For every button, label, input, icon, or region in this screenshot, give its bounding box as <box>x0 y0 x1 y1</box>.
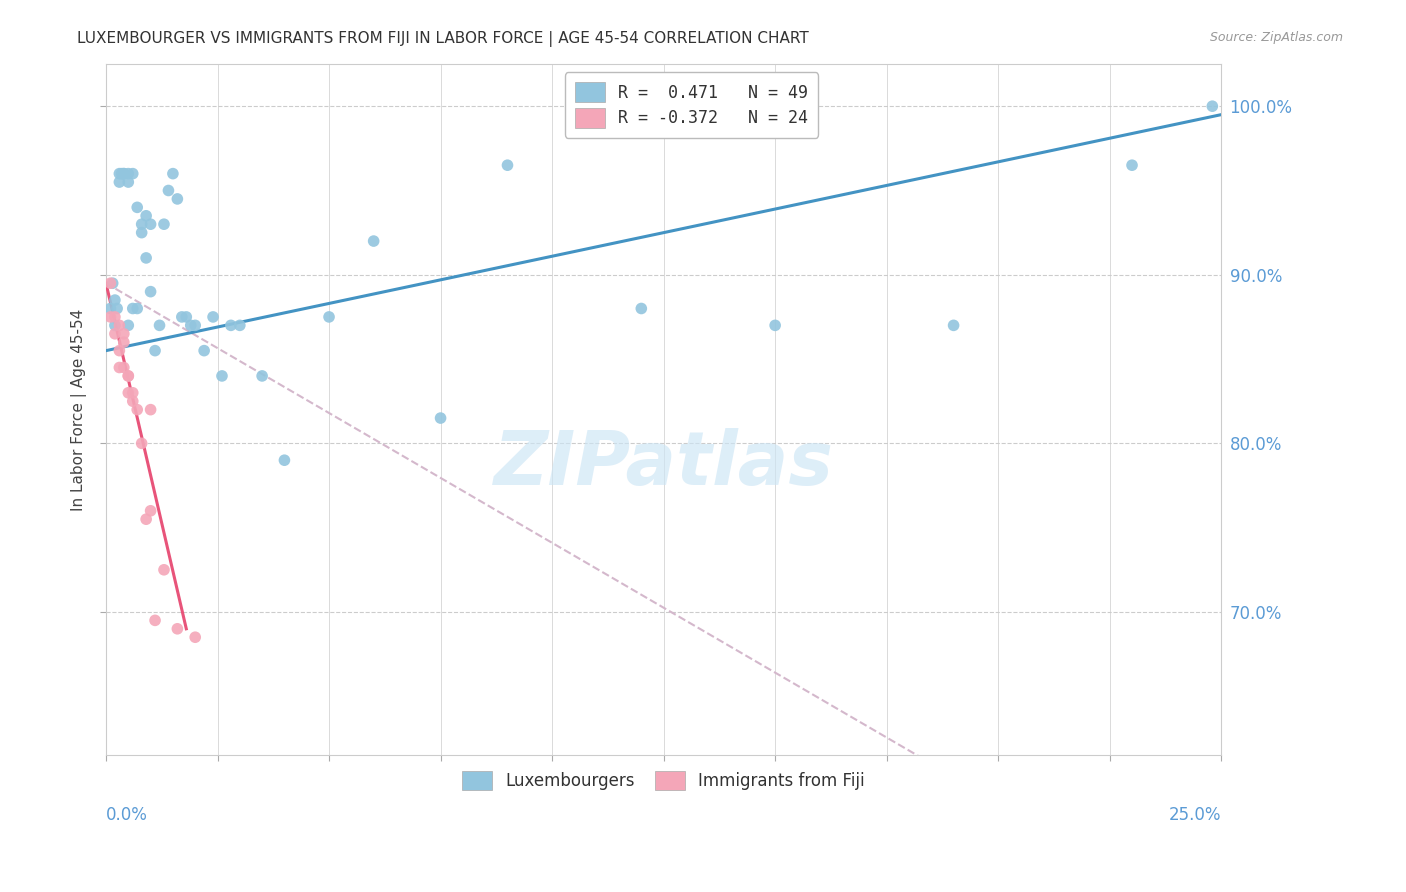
Legend: Luxembourgers, Immigrants from Fiji: Luxembourgers, Immigrants from Fiji <box>454 763 873 798</box>
Point <box>121 167 143 181</box>
Point <box>117 175 139 189</box>
Point <box>104 310 127 324</box>
Point <box>170 310 193 324</box>
Point <box>100 276 122 290</box>
Point <box>153 217 176 231</box>
Point <box>127 402 149 417</box>
Point <box>229 318 252 333</box>
Point <box>131 436 153 450</box>
Point <box>143 613 166 627</box>
Point <box>763 318 786 333</box>
Point <box>100 310 122 324</box>
Point <box>131 226 153 240</box>
Point <box>143 343 166 358</box>
Point <box>100 301 122 316</box>
Point <box>193 343 215 358</box>
Point <box>942 318 965 333</box>
Point <box>135 251 157 265</box>
Point <box>318 310 340 324</box>
Point <box>139 402 162 417</box>
Point <box>496 158 519 172</box>
Point <box>135 512 157 526</box>
Point <box>148 318 170 333</box>
Point <box>108 175 131 189</box>
Point <box>202 310 225 324</box>
Point <box>112 167 135 181</box>
Point <box>1121 158 1143 172</box>
Point <box>162 167 184 181</box>
Point <box>184 630 207 644</box>
Point <box>105 301 128 316</box>
Point <box>363 234 385 248</box>
Point <box>630 301 652 316</box>
Point <box>108 167 131 181</box>
Point <box>250 368 273 383</box>
Point <box>121 385 143 400</box>
Point <box>104 293 127 307</box>
Point <box>108 343 131 358</box>
Point <box>108 318 131 333</box>
Point <box>112 326 135 341</box>
Point <box>135 209 157 223</box>
Point <box>180 318 202 333</box>
Point <box>117 385 139 400</box>
Point <box>139 504 162 518</box>
Point <box>117 167 139 181</box>
Text: 0.0%: 0.0% <box>105 805 148 824</box>
Point <box>131 217 153 231</box>
Point <box>127 200 149 214</box>
Point <box>121 301 143 316</box>
Text: 25.0%: 25.0% <box>1168 805 1222 824</box>
Point <box>429 411 451 425</box>
Point <box>108 360 131 375</box>
Point <box>104 326 127 341</box>
Point <box>112 167 135 181</box>
Point <box>166 622 188 636</box>
Point <box>211 368 233 383</box>
Point <box>157 184 180 198</box>
Point <box>153 563 176 577</box>
Point <box>139 217 162 231</box>
Point <box>117 368 139 383</box>
Point <box>112 360 135 375</box>
Y-axis label: In Labor Force | Age 45-54: In Labor Force | Age 45-54 <box>72 309 87 511</box>
Point <box>104 318 127 333</box>
Point <box>219 318 242 333</box>
Point <box>117 368 139 383</box>
Text: ZIPatlas: ZIPatlas <box>494 428 834 501</box>
Point <box>121 394 143 409</box>
Point <box>273 453 295 467</box>
Point <box>174 310 197 324</box>
Point <box>139 285 162 299</box>
Point <box>1201 99 1223 113</box>
Point <box>127 301 149 316</box>
Text: LUXEMBOURGER VS IMMIGRANTS FROM FIJI IN LABOR FORCE | AGE 45-54 CORRELATION CHAR: LUXEMBOURGER VS IMMIGRANTS FROM FIJI IN … <box>77 31 808 47</box>
Point <box>112 335 135 350</box>
Point <box>110 167 132 181</box>
Text: Source: ZipAtlas.com: Source: ZipAtlas.com <box>1209 31 1343 45</box>
Point <box>184 318 207 333</box>
Point <box>101 276 124 290</box>
Point <box>117 318 139 333</box>
Point <box>166 192 188 206</box>
